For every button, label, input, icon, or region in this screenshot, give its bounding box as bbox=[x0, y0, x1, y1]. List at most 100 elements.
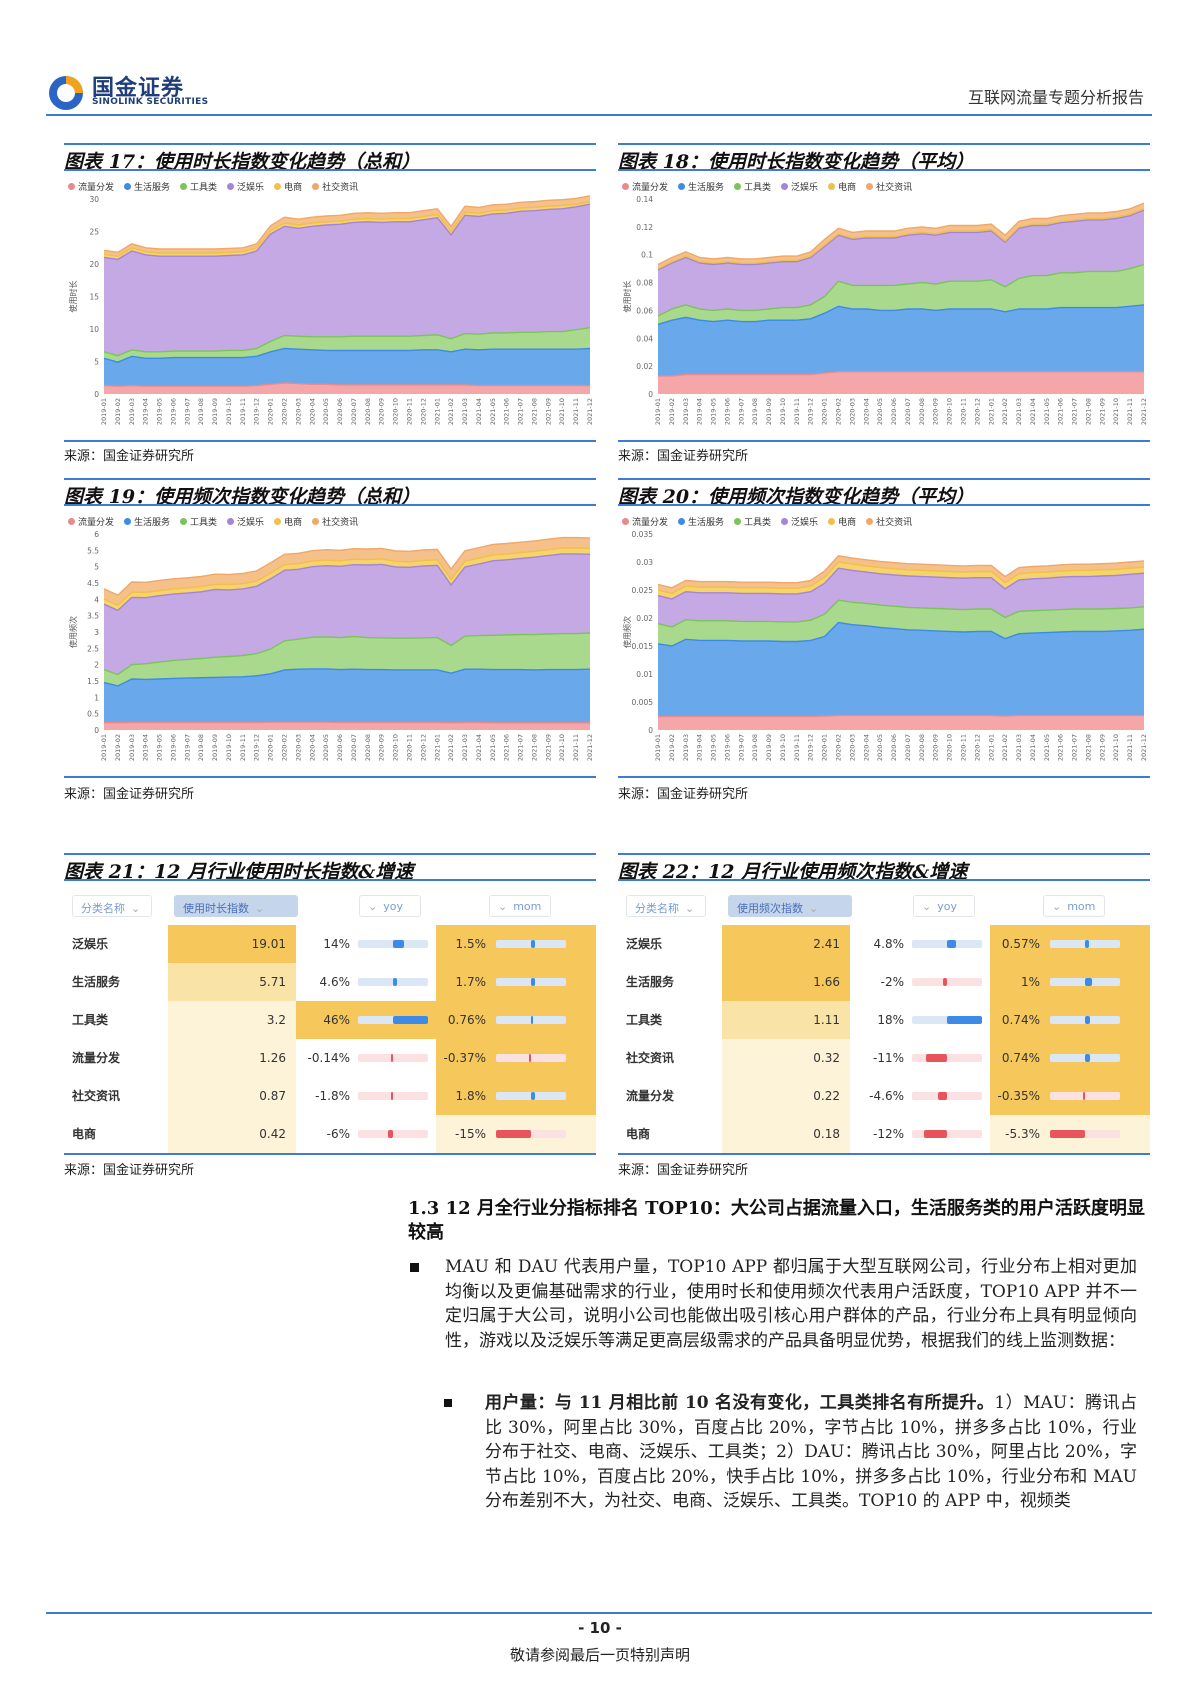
x-tick-label: 2020-04 bbox=[862, 734, 870, 761]
x-tick-label: 2019-12 bbox=[253, 734, 261, 761]
x-tick-label: 2019-11 bbox=[793, 398, 801, 425]
x-tick-label: 2021-10 bbox=[558, 734, 566, 761]
legend-dot-icon bbox=[312, 517, 320, 525]
table-row: 电商 0.42 -6% -15% bbox=[64, 1115, 596, 1153]
chevron-down-icon: ⌄ bbox=[498, 900, 508, 913]
y-tick-label: 0.1 bbox=[641, 251, 653, 260]
table-row: 社交资讯 0.32 -11% 0.74% bbox=[618, 1039, 1150, 1077]
data-bar bbox=[938, 1092, 947, 1100]
section-paragraph-2: 用户量：与 11 月相比前 10 名没有变化，工具类排名有所提升。1）MAU：腾… bbox=[485, 1391, 1137, 1537]
table-row: 泛娱乐 19.01 14% 1.5% bbox=[64, 925, 596, 963]
x-tick-label: 2019-07 bbox=[183, 398, 191, 425]
y-tick-label: 30 bbox=[89, 195, 99, 204]
data-bar-track bbox=[496, 1054, 566, 1062]
figure-18-title: 图表 18：使用时长指数变化趋势（平均） bbox=[618, 143, 1150, 171]
legend-item: 社交资讯 bbox=[866, 179, 912, 193]
x-tick-label: 2021-09 bbox=[1098, 734, 1106, 761]
x-tick-label: 2019-10 bbox=[225, 734, 233, 761]
y-tick-label: 0.03 bbox=[636, 558, 653, 567]
data-bar-track bbox=[1050, 1130, 1120, 1138]
data-bar bbox=[388, 1130, 393, 1138]
data-bar-track bbox=[912, 1054, 982, 1062]
row-mom-text: -15% bbox=[454, 1127, 486, 1141]
x-tick-label: 2019-09 bbox=[765, 398, 773, 425]
row-yoy-text: -0.14% bbox=[307, 1051, 350, 1065]
row-mom-text: -0.37% bbox=[443, 1051, 486, 1065]
x-tick-label: 2021-10 bbox=[1112, 398, 1120, 425]
legend-item: 工具类 bbox=[734, 514, 771, 528]
legend-item: 电商 bbox=[274, 514, 302, 528]
series-line-4 bbox=[103, 200, 591, 257]
y-axis-label: 使用时长 bbox=[68, 281, 78, 313]
series-line-1 bbox=[103, 668, 591, 687]
x-tick-label: 2019-04 bbox=[696, 734, 704, 761]
index-sort-button[interactable]: 使用时长指数 ⌄ bbox=[174, 895, 298, 917]
data-bar-track bbox=[496, 1092, 566, 1100]
mom-sort-button[interactable]: ⌄ mom bbox=[489, 895, 551, 917]
header-label: 使用频次指数 bbox=[737, 902, 803, 915]
series-line-4 bbox=[657, 208, 1145, 270]
row-yoy-cell: -0.14% bbox=[296, 1039, 436, 1077]
page-number: - 10 - bbox=[578, 1619, 622, 1637]
legend-item: 社交资讯 bbox=[312, 514, 358, 528]
legend-item: 流量分发 bbox=[68, 514, 114, 528]
paragraph-2-lead: 用户量：与 11 月相比前 10 名没有变化，工具类排名有所提升。 bbox=[485, 1393, 995, 1413]
series-line-4 bbox=[103, 547, 591, 607]
row-mom-cell: 1.5% bbox=[436, 925, 596, 963]
mom-sort-button[interactable]: ⌄ mom bbox=[1043, 895, 1105, 917]
row-index-value: 0.87 bbox=[168, 1077, 296, 1115]
x-tick-label: 2021-12 bbox=[1140, 734, 1148, 761]
x-tick-label: 2019-11 bbox=[239, 398, 247, 425]
stacked-area-plot: 0 0.02 0.04 0.06 0.08 0.1 0.12 0.14 使用时长 2019-01 2… bbox=[622, 195, 1148, 425]
row-category-name: 电商 bbox=[72, 1127, 97, 1141]
category-filter-button[interactable]: 分类名称 ⌄ bbox=[72, 895, 152, 917]
yoy-sort-button[interactable]: ⌄ yoy bbox=[913, 895, 975, 917]
data-bar bbox=[1082, 1092, 1085, 1100]
x-tick-label: 2019-02 bbox=[114, 734, 122, 761]
chart-legend: 流量分发 生活服务 工具类 泛娱乐 电商 社交资讯 bbox=[622, 514, 912, 528]
x-tick-label: 2019-02 bbox=[668, 398, 676, 425]
section-heading: 1.3 12 月全行业分指标排名 TOP10：大公司占据流量入口，生活服务类的用… bbox=[408, 1198, 1145, 1243]
paragraph-2-body: 1）MAU：腾讯占比 30%，阿里占比 30%，百度占比 20%，字节占比 10… bbox=[485, 1393, 1137, 1511]
row-index-value: 1.66 bbox=[722, 963, 850, 1001]
x-tick-label: 2019-06 bbox=[169, 398, 177, 425]
category-filter-button[interactable]: 分类名称 ⌄ bbox=[626, 895, 706, 917]
row-mom-cell: 0.74% bbox=[990, 1001, 1150, 1039]
figure-18-source: 来源：国金证券研究所 bbox=[618, 449, 749, 464]
data-bar bbox=[923, 1130, 947, 1138]
index-sort-button[interactable]: 使用频次指数 ⌄ bbox=[728, 895, 852, 917]
x-tick-label: 2020-09 bbox=[378, 734, 386, 761]
data-bar bbox=[529, 1054, 531, 1062]
x-tick-label: 2020-07 bbox=[904, 398, 912, 425]
x-tick-label: 2020-02 bbox=[281, 734, 289, 761]
y-tick-label: 0.12 bbox=[636, 223, 653, 232]
y-tick-label: 5 bbox=[94, 358, 99, 367]
row-yoy-cell: -4.6% bbox=[850, 1077, 990, 1115]
row-index-value: 1.26 bbox=[168, 1039, 296, 1077]
table-row: 流量分发 0.22 -4.6% -0.35% bbox=[618, 1077, 1150, 1115]
x-tick-label: 2019-10 bbox=[779, 734, 787, 761]
x-tick-label: 2020-11 bbox=[405, 398, 413, 425]
x-tick-label: 2019-01 bbox=[100, 734, 108, 761]
area-series-3 bbox=[104, 553, 590, 675]
data-bar-track bbox=[358, 940, 428, 948]
legend-dot-icon bbox=[180, 182, 188, 190]
y-tick-label: 0.025 bbox=[632, 586, 654, 595]
row-mom-cell: 0.74% bbox=[990, 1039, 1150, 1077]
x-tick-label: 2021-11 bbox=[572, 398, 580, 425]
yoy-sort-button[interactable]: ⌄ yoy bbox=[359, 895, 421, 917]
row-mom-text: 1.8% bbox=[455, 1089, 487, 1103]
series-line-2 bbox=[103, 632, 591, 676]
legend-item: 生活服务 bbox=[124, 514, 170, 528]
x-tick-label: 2020-03 bbox=[848, 398, 856, 425]
series-line-0 bbox=[658, 714, 1144, 718]
y-tick-label: 0.02 bbox=[636, 362, 653, 371]
legend-label: 社交资讯 bbox=[322, 517, 359, 528]
legend-item: 流量分发 bbox=[622, 514, 668, 528]
series-line-0 bbox=[103, 382, 590, 387]
figure-22-source: 来源：国金证券研究所 bbox=[618, 1163, 749, 1178]
data-bar bbox=[391, 1092, 393, 1100]
y-tick-label: 5 bbox=[94, 563, 99, 572]
x-tick-label: 2021-11 bbox=[1126, 734, 1134, 761]
figure-17-source: 来源：国金证券研究所 bbox=[64, 449, 195, 464]
